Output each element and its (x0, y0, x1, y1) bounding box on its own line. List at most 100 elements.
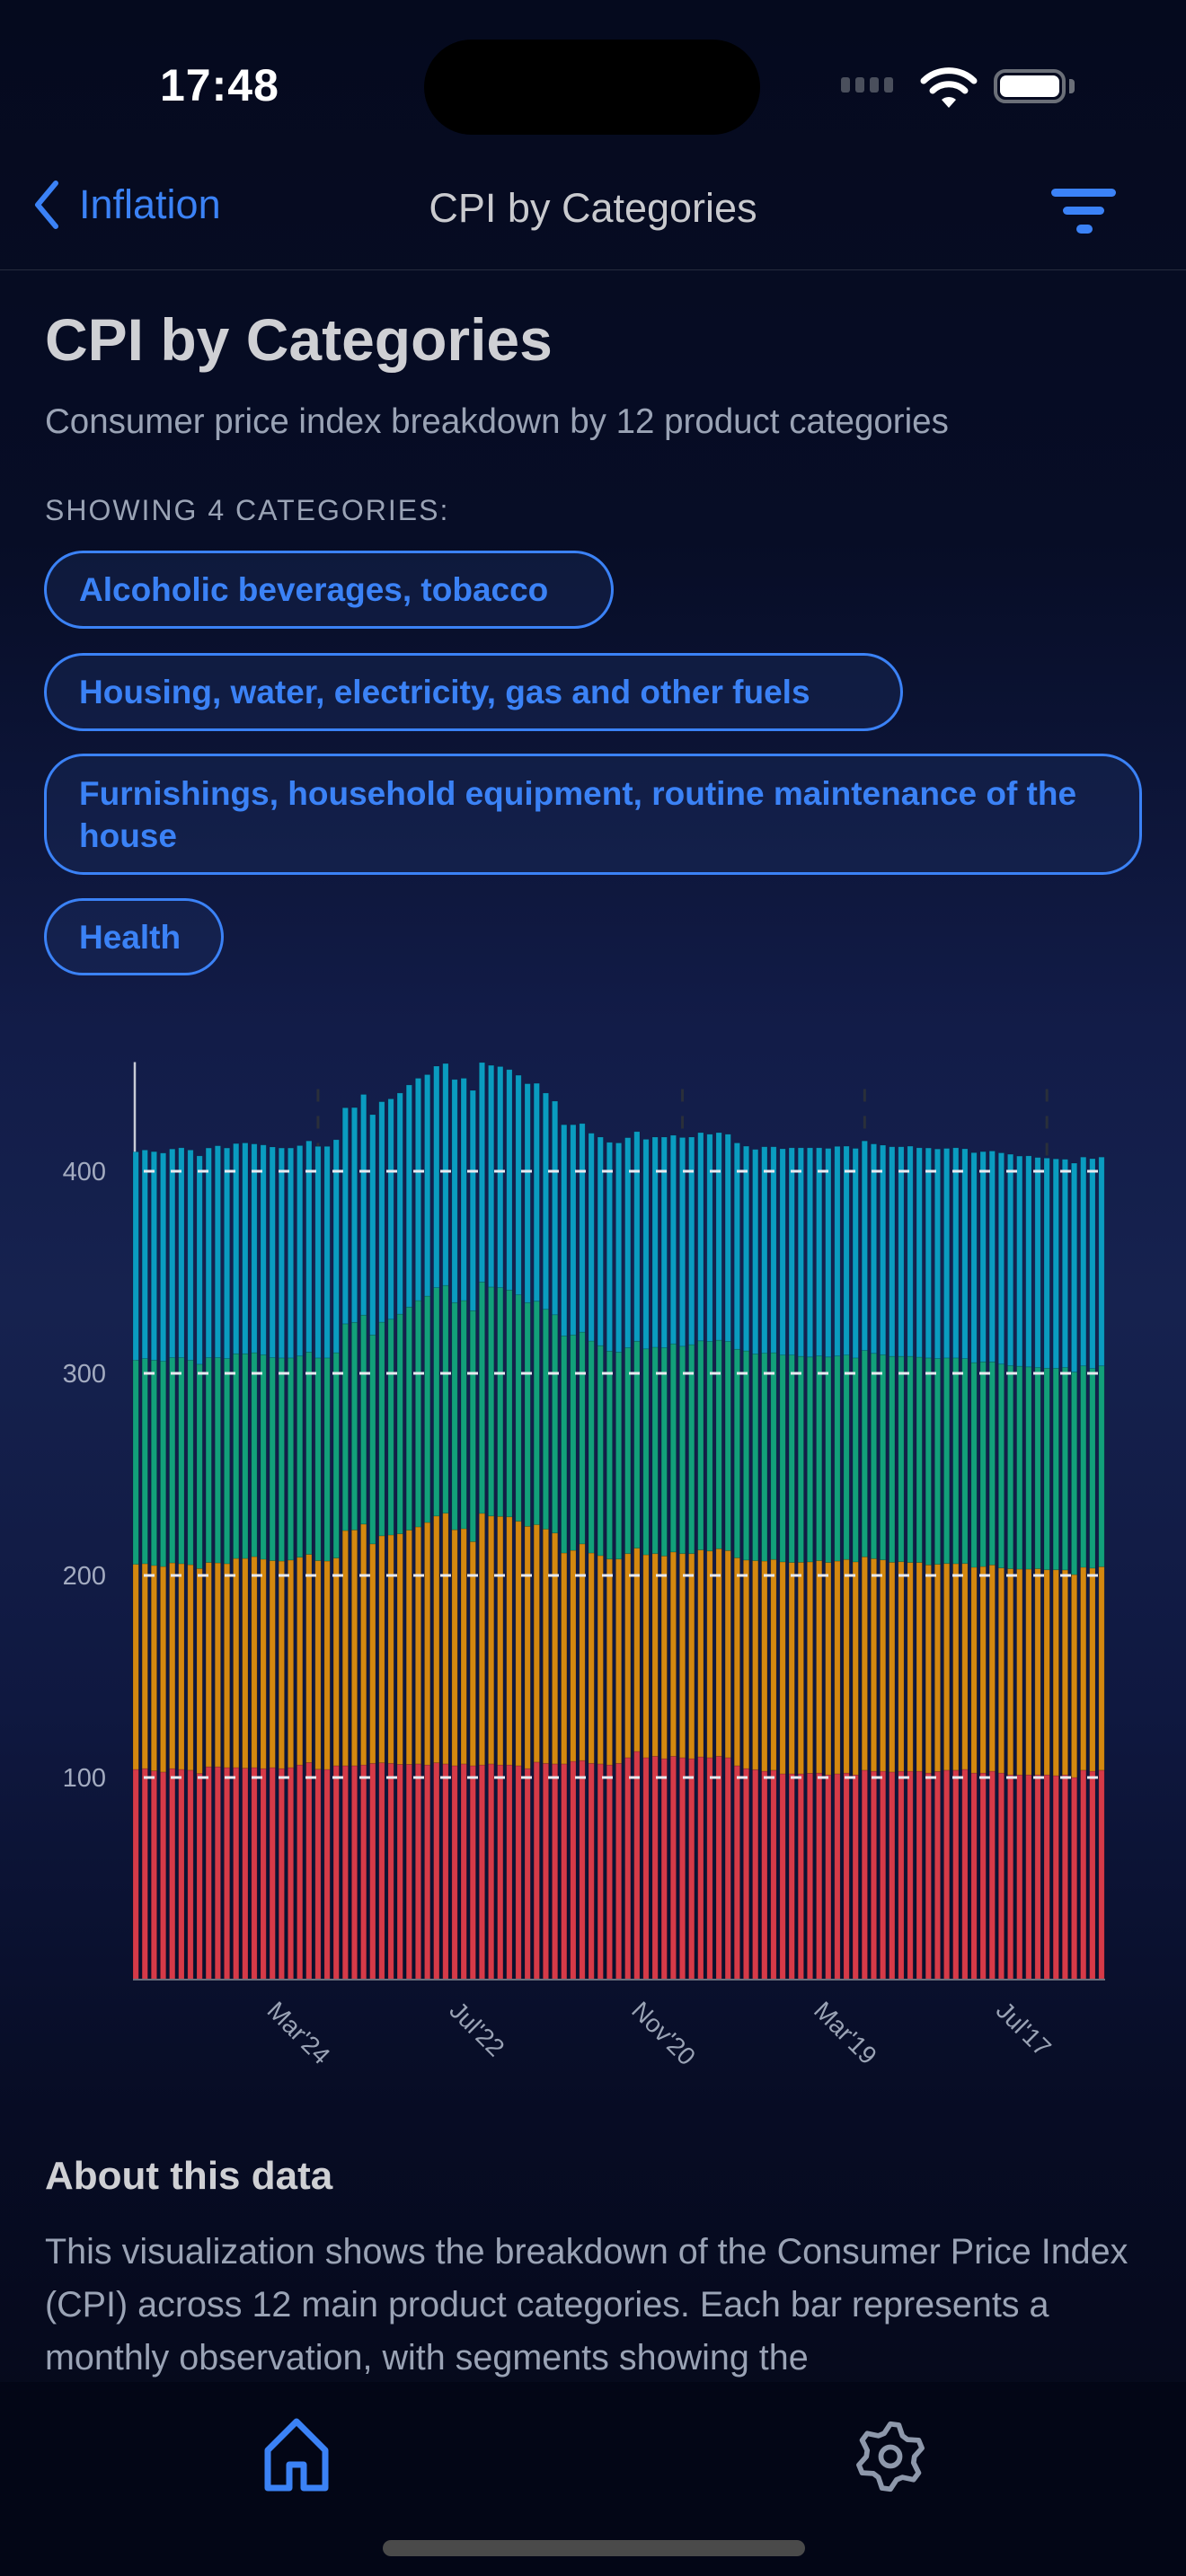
bar-segment-housing[interactable] (251, 1556, 258, 1769)
bar-segment-furnishings[interactable] (642, 1348, 650, 1556)
bar-segment-furnishings[interactable] (552, 1314, 559, 1534)
bar-segment-furnishings[interactable] (442, 1284, 449, 1514)
bar-segment-alcohol[interactable] (187, 1769, 194, 1981)
bar-segment-alcohol[interactable] (715, 1755, 722, 1981)
bar-segment-furnishings[interactable] (132, 1359, 139, 1566)
bar-segment-housing[interactable] (488, 1515, 495, 1765)
bar-segment-alcohol[interactable] (852, 1774, 859, 1981)
bar-segment-health[interactable] (387, 1098, 394, 1320)
bar-segment-housing[interactable] (788, 1562, 795, 1775)
bar-segment-housing[interactable] (1080, 1566, 1087, 1771)
bar-segment-furnishings[interactable] (779, 1354, 786, 1563)
bar-segment-furnishings[interactable] (1016, 1365, 1023, 1570)
bar-segment-alcohol[interactable] (169, 1768, 176, 1981)
bar-segment-alcohol[interactable] (907, 1770, 914, 1981)
bar-segment-housing[interactable] (715, 1548, 722, 1757)
bar-segment-alcohol[interactable] (405, 1763, 412, 1981)
bar-segment-health[interactable] (642, 1139, 650, 1350)
bar-segment-health[interactable] (761, 1146, 768, 1354)
bar-segment-alcohol[interactable] (843, 1772, 850, 1981)
bar-segment-health[interactable] (469, 1090, 476, 1311)
bar-segment-alcohol[interactable] (1089, 1770, 1096, 1981)
bar-segment-furnishings[interactable] (742, 1350, 750, 1561)
bar-segment-health[interactable] (916, 1147, 923, 1358)
bar-segment-alcohol[interactable] (196, 1773, 203, 1981)
bar-segment-housing[interactable] (633, 1548, 641, 1752)
bar-segment-health[interactable] (205, 1147, 212, 1358)
bar-segment-health[interactable] (1052, 1158, 1059, 1369)
bar-segment-health[interactable] (260, 1144, 267, 1355)
bar-segment-housing[interactable] (150, 1565, 157, 1771)
category-chip-alcohol[interactable]: Alcoholic beverages, tobacco (44, 551, 614, 629)
bar-segment-health[interactable] (1043, 1157, 1050, 1369)
category-chip-furnishings[interactable]: Furnishings, household equipment, routin… (44, 754, 1142, 875)
bar-segment-alcohol[interactable] (825, 1774, 832, 1981)
bar-segment-housing[interactable] (360, 1523, 367, 1766)
bar-segment-furnishings[interactable] (251, 1352, 258, 1557)
bar-segment-health[interactable] (934, 1148, 942, 1359)
bar-segment-alcohol[interactable] (524, 1768, 531, 1981)
bar-segment-furnishings[interactable] (697, 1340, 704, 1551)
bar-segment-health[interactable] (880, 1144, 887, 1355)
bar-segment-housing[interactable] (679, 1553, 686, 1759)
bar-segment-alcohol[interactable] (870, 1770, 878, 1981)
bar-segment-furnishings[interactable] (624, 1347, 632, 1555)
bar-segment-housing[interactable] (1025, 1568, 1032, 1776)
bar-segment-alcohol[interactable] (141, 1768, 148, 1981)
bar-segment-furnishings[interactable] (332, 1352, 340, 1559)
bar-segment-health[interactable] (552, 1100, 559, 1316)
bar-segment-housing[interactable] (852, 1561, 859, 1776)
bar-segment-housing[interactable] (1043, 1569, 1050, 1776)
bar-segment-alcohol[interactable] (488, 1763, 495, 1981)
bar-segment-housing[interactable] (451, 1529, 458, 1767)
bar-segment-alcohol[interactable] (733, 1765, 740, 1981)
bar-segment-alcohol[interactable] (497, 1764, 504, 1981)
bar-segment-furnishings[interactable] (615, 1351, 623, 1560)
bar-segment-furnishings[interactable] (752, 1353, 759, 1561)
bar-segment-housing[interactable] (305, 1554, 313, 1763)
bar-segment-housing[interactable] (742, 1559, 750, 1769)
bar-segment-health[interactable] (651, 1136, 659, 1348)
bar-segment-housing[interactable] (1071, 1574, 1078, 1778)
bar-segment-alcohol[interactable] (597, 1763, 604, 1981)
bar-segment-housing[interactable] (588, 1552, 595, 1764)
bar-segment-alcohol[interactable] (889, 1771, 896, 1981)
bar-segment-furnishings[interactable] (606, 1350, 613, 1560)
bar-segment-alcohol[interactable] (242, 1768, 249, 1981)
bar-segment-housing[interactable] (378, 1535, 385, 1763)
bar-segment-furnishings[interactable] (214, 1357, 221, 1564)
bar-segment-housing[interactable] (861, 1556, 868, 1771)
bar-segment-furnishings[interactable] (242, 1353, 249, 1559)
bar-segment-health[interactable] (442, 1063, 449, 1286)
bar-segment-furnishings[interactable] (1025, 1366, 1032, 1570)
bar-segment-alcohol[interactable] (979, 1772, 987, 1981)
bar-segment-furnishings[interactable] (806, 1356, 814, 1563)
bar-segment-furnishings[interactable] (660, 1347, 668, 1557)
bar-segment-housing[interactable] (825, 1562, 832, 1776)
bar-segment-furnishings[interactable] (233, 1353, 240, 1559)
bar-segment-alcohol[interactable] (615, 1762, 623, 1981)
bar-segment-housing[interactable] (524, 1525, 531, 1769)
bar-segment-health[interactable] (196, 1155, 203, 1365)
bar-segment-health[interactable] (697, 1132, 704, 1342)
bar-segment-alcohol[interactable] (1043, 1774, 1050, 1981)
bar-segment-alcohol[interactable] (688, 1758, 695, 1981)
category-chip-health[interactable]: Health (44, 898, 224, 975)
bar-segment-health[interactable] (579, 1123, 586, 1333)
bar-segment-alcohol[interactable] (1052, 1775, 1059, 1981)
bar-segment-housing[interactable] (642, 1554, 650, 1759)
bar-segment-health[interactable] (414, 1078, 422, 1301)
bar-segment-alcohol[interactable] (460, 1763, 467, 1981)
bar-segment-housing[interactable] (178, 1563, 185, 1770)
bar-segment-health[interactable] (979, 1151, 987, 1363)
bar-segment-health[interactable] (1016, 1155, 1023, 1367)
bar-segment-alcohol[interactable] (916, 1770, 923, 1981)
bar-segment-health[interactable] (889, 1146, 896, 1357)
bar-segment-health[interactable] (1089, 1158, 1096, 1370)
bar-segment-furnishings[interactable] (360, 1314, 367, 1525)
bar-segment-alcohol[interactable] (561, 1763, 568, 1981)
bar-segment-housing[interactable] (132, 1564, 139, 1770)
bar-segment-housing[interactable] (651, 1553, 659, 1757)
bar-segment-housing[interactable] (478, 1513, 486, 1766)
bar-segment-alcohol[interactable] (451, 1765, 458, 1981)
